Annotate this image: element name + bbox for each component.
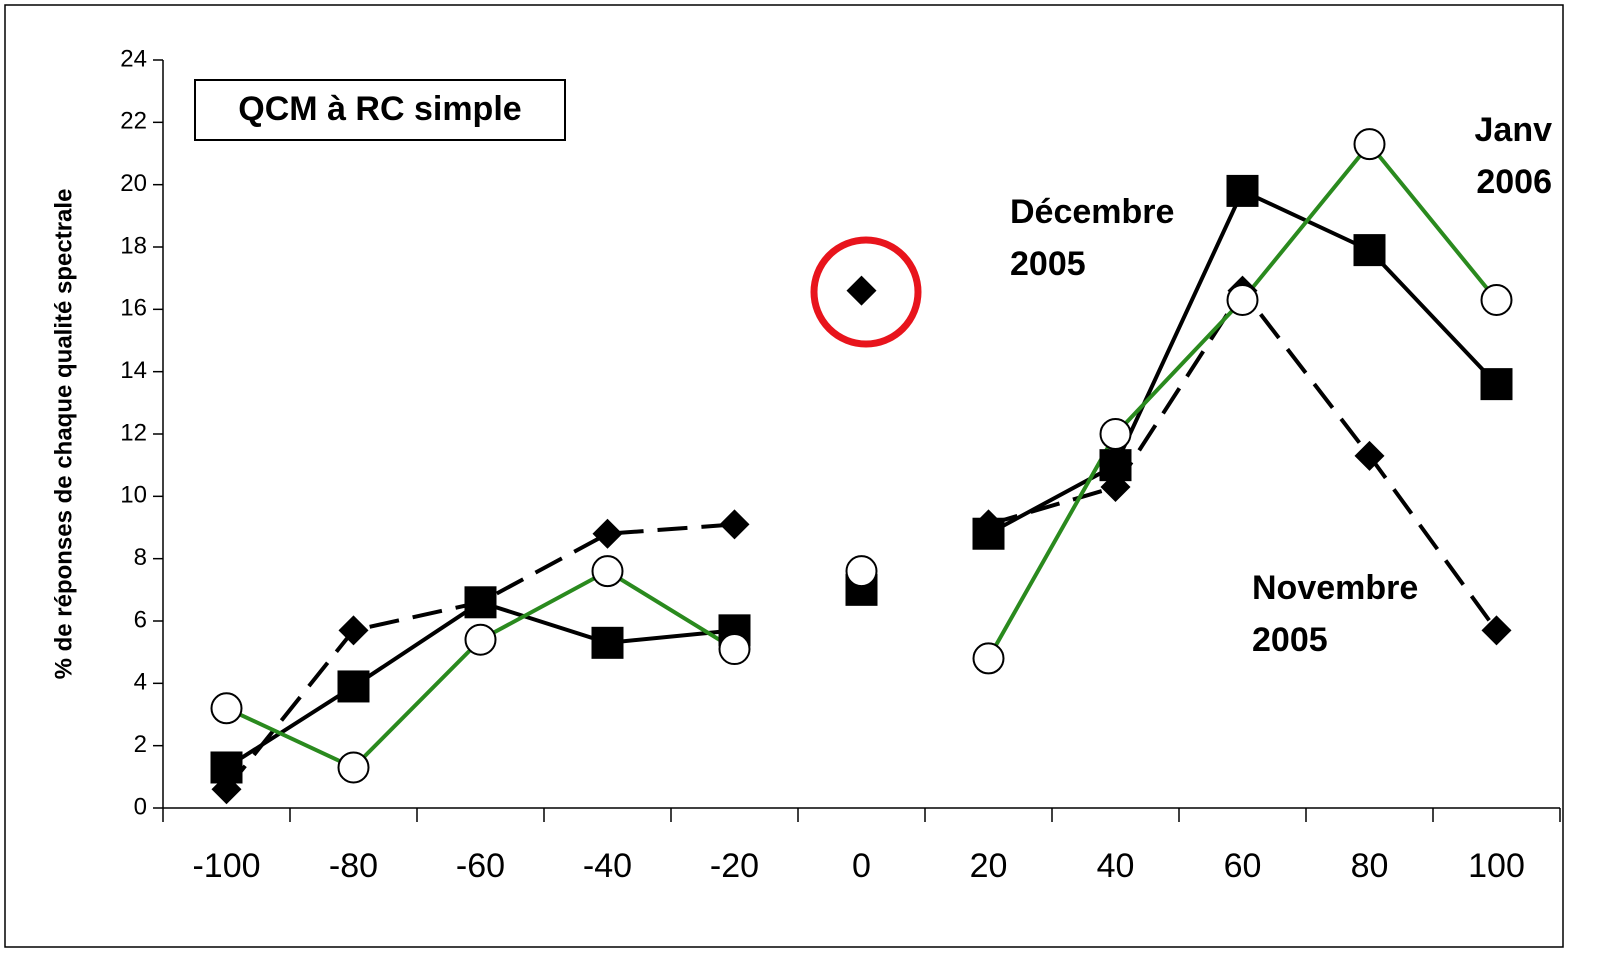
diamond-marker — [1481, 615, 1512, 646]
diamond-marker — [592, 518, 623, 549]
square-marker — [1353, 234, 1386, 267]
circle-marker — [464, 623, 497, 656]
circle-marker — [591, 555, 624, 588]
circle-marker — [1480, 283, 1513, 316]
y-tick-label: 14 — [120, 357, 147, 384]
square-marker — [464, 586, 497, 619]
chart-border — [4, 4, 1564, 948]
x-tick-label: 100 — [1468, 847, 1525, 885]
circle-marker — [337, 751, 370, 784]
y-tick-label: 4 — [134, 669, 147, 696]
y-tick-label: 2 — [134, 731, 147, 758]
square-marker — [1480, 368, 1513, 401]
square-marker — [1226, 174, 1259, 207]
series-label: Janv 2006 — [1474, 111, 1553, 201]
diamond-marker — [846, 275, 877, 306]
diamond-marker — [1354, 440, 1385, 471]
y-tick-label: 20 — [120, 170, 147, 197]
y-tick-label: 0 — [134, 793, 147, 820]
circle-marker — [972, 642, 1005, 675]
circle-marker — [210, 692, 243, 725]
x-tick-label: -20 — [710, 847, 759, 885]
y-tick-label: 16 — [120, 295, 147, 322]
x-tick-label: -100 — [192, 847, 260, 885]
y-tick-label: 8 — [134, 544, 147, 571]
diamond-marker — [338, 615, 369, 646]
y-axis-label: % de réponses de chaque qualité spectral… — [50, 189, 77, 680]
y-tick-label: 24 — [120, 45, 147, 72]
x-tick-label: -40 — [583, 847, 632, 885]
y-tick-label: 6 — [134, 606, 147, 633]
square-marker — [972, 517, 1005, 550]
series-label: Décembre 2005 — [1010, 193, 1175, 283]
square-marker — [591, 626, 624, 659]
highlight-circle — [810, 236, 922, 348]
circle-marker — [718, 633, 751, 666]
circle-marker — [1353, 128, 1386, 161]
x-tick-label: 0 — [852, 847, 871, 885]
x-tick-label: 60 — [1224, 847, 1262, 885]
chart-title: QCM à RC simple — [238, 90, 521, 128]
y-tick-label: 12 — [120, 419, 147, 446]
circle-marker — [1099, 418, 1132, 450]
y-tick-label: 22 — [120, 108, 147, 135]
x-tick-label: 40 — [1097, 847, 1135, 885]
circle-marker — [845, 555, 878, 588]
x-tick-label: -60 — [456, 847, 505, 885]
square-marker — [1099, 449, 1132, 482]
x-tick-label: 80 — [1351, 847, 1389, 885]
circle-marker — [1226, 283, 1259, 316]
x-tick-label: -80 — [329, 847, 378, 885]
title-box — [194, 79, 566, 141]
series-label: Novembre 2005 — [1252, 569, 1419, 659]
diamond-marker — [719, 509, 750, 540]
y-tick-label: 10 — [120, 482, 147, 509]
x-tick-label: 20 — [970, 847, 1008, 885]
square-marker — [210, 751, 243, 784]
y-tick-label: 18 — [120, 232, 147, 259]
square-marker — [337, 670, 370, 703]
